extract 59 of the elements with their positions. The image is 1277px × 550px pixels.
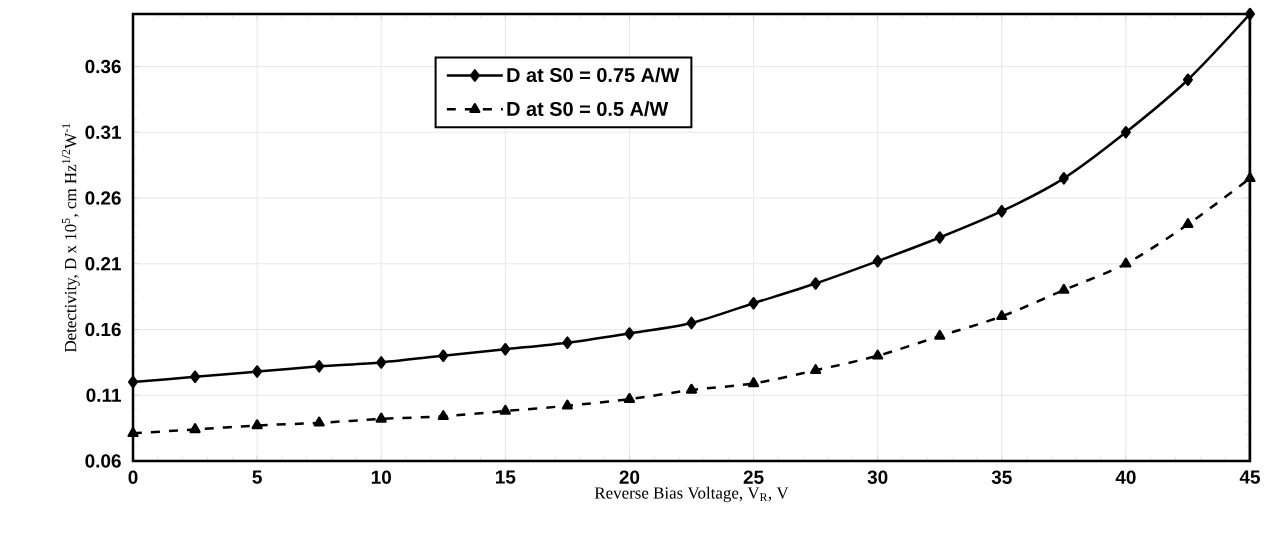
point: [810, 364, 822, 375]
point: [1058, 283, 1070, 294]
point: [375, 412, 387, 423]
point: [748, 296, 759, 310]
y-tick-label: 0.26: [85, 191, 121, 205]
x-tick-label: 15: [495, 470, 516, 484]
y-tick-label: 0.31: [85, 125, 121, 140]
point: [562, 336, 573, 349]
point: [810, 277, 821, 290]
point: [499, 404, 511, 415]
point: [437, 410, 449, 421]
point: [128, 375, 139, 389]
x-tick-label: 40: [1115, 470, 1136, 484]
y-tick-label: 0.16: [85, 322, 121, 337]
point: [685, 383, 698, 394]
point: [314, 360, 325, 373]
point: [686, 316, 697, 330]
point: [996, 310, 1008, 321]
x-tick-label: 0: [128, 470, 138, 484]
point: [313, 416, 325, 427]
y-tick-label: 0.11: [86, 388, 121, 402]
point: [1058, 172, 1069, 185]
point: [190, 370, 201, 384]
legend-label: D at S0 = 0.5 A/W: [507, 101, 669, 117]
point: [872, 254, 883, 268]
point: [376, 356, 387, 369]
legend-label: D at S0 = 0.75 A/W: [507, 67, 680, 83]
point: [127, 427, 139, 438]
point: [934, 231, 945, 244]
point: [624, 327, 635, 340]
x-tick-label: 10: [371, 470, 391, 484]
x-tick-label: 45: [1239, 470, 1260, 484]
x-tick-label: 20: [619, 470, 640, 484]
point: [438, 349, 449, 363]
point: [934, 329, 946, 340]
point: [1120, 126, 1131, 139]
point: [996, 204, 1007, 218]
point: [623, 392, 636, 403]
point: [1120, 257, 1132, 268]
x-tick-label: 25: [743, 470, 764, 484]
y-tick-label: 0.06: [85, 454, 121, 468]
point: [747, 377, 760, 388]
x-tick-label: 35: [991, 470, 1012, 484]
point: [1244, 7, 1255, 21]
y-axis-title: Detectivity, D x 10$^{5}$, cm Hz$^{1/2}$W$^{-1}$: [62, 123, 80, 353]
point: [500, 342, 511, 356]
point: [1182, 73, 1193, 86]
x-axis-title: Reverse Bias Voltage, V$_{R}$, V: [594, 486, 789, 503]
point: [1244, 172, 1256, 183]
x-tick-label: 30: [867, 470, 888, 484]
y-tick-label: 0.36: [85, 59, 121, 74]
point: [561, 399, 573, 410]
point: [251, 419, 263, 430]
point: [252, 365, 263, 378]
x-tick-label: 5: [252, 470, 262, 484]
point: [189, 423, 201, 434]
point: [1182, 218, 1194, 229]
point: [872, 349, 884, 360]
y-tick-label: 0.21: [85, 257, 121, 271]
